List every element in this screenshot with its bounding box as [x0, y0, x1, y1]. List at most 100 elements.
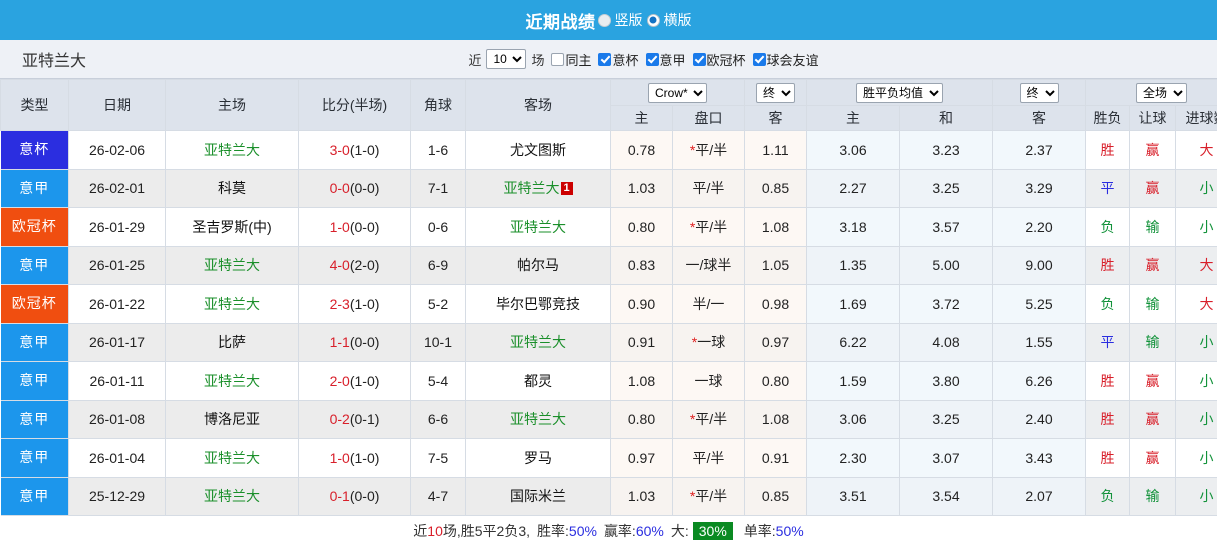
row-score: 0-1(0-0) [299, 477, 411, 516]
radio-horizontal-icon[interactable] [647, 14, 660, 27]
row-odds-line: *平/半 [673, 131, 745, 170]
avg-draw-value: 5.00 [932, 257, 959, 273]
scope-selector-cell[interactable]: 全场 [1086, 80, 1217, 106]
page-title: 近期战绩 [526, 8, 596, 33]
avg-draw-value: 3.07 [932, 450, 959, 466]
row-home-team[interactable]: 亚特兰大 [166, 477, 299, 516]
handicap-line-value: 一球 [695, 373, 723, 389]
result-wl-value: 胜 [1101, 373, 1115, 389]
row-away-team[interactable]: 罗马 [466, 439, 611, 478]
competition-filter-coppa[interactable]: 意杯 [598, 50, 638, 69]
avg-stage-selector-cell[interactable]: 终 [993, 80, 1086, 106]
avg-stage-select[interactable]: 终 [1020, 83, 1059, 103]
competition-badge: 意甲 [1, 247, 69, 285]
scope-select[interactable]: 全场 [1136, 83, 1187, 103]
row-home-team[interactable]: 博洛尼亚 [166, 400, 299, 439]
corner-value: 5-4 [428, 373, 448, 389]
row-result-handicap: 输 [1130, 208, 1176, 247]
checkbox-coppa[interactable] [598, 53, 611, 66]
competition-filter-friendly[interactable]: 球会友谊 [753, 50, 819, 69]
halftime-score: (0-0) [350, 219, 380, 235]
row-result-goals: 小 [1176, 477, 1217, 516]
odds-company-selector-cell[interactable]: Crow* [611, 80, 745, 106]
row-home-team[interactable]: 亚特兰大 [166, 362, 299, 401]
row-home-team[interactable]: 科莫 [166, 169, 299, 208]
row-away-team[interactable]: 亚特兰大 [466, 400, 611, 439]
match-count-select[interactable]: 10203050 [486, 49, 526, 69]
checkbox-seriea[interactable] [646, 53, 659, 66]
row-type-badge-cell[interactable]: 意甲 [1, 169, 69, 208]
view-mode-option-horizontal[interactable]: 横版 [647, 10, 692, 30]
result-goals-value: 小 [1200, 411, 1214, 427]
odds-stage-select[interactable]: 终 [756, 83, 795, 103]
checkbox-friendly[interactable] [753, 53, 766, 66]
row-home-team[interactable]: 圣吉罗斯(中) [166, 208, 299, 247]
col-header-type: 类型 [1, 80, 69, 131]
avg-type-select[interactable]: 胜平负均值 [856, 83, 943, 103]
row-home-team[interactable]: 亚特兰大 [166, 131, 299, 170]
row-away-team[interactable]: 国际米兰 [466, 477, 611, 516]
row-odds-away: 0.85 [745, 477, 807, 516]
row-away-team[interactable]: 帕尔马 [466, 246, 611, 285]
row-type-badge-cell[interactable]: 意甲 [1, 246, 69, 285]
row-avg-away: 2.07 [993, 477, 1086, 516]
col-header-date: 日期 [69, 80, 166, 131]
avg-selector-cell[interactable]: 胜平负均值 [807, 80, 993, 106]
row-type-badge-cell[interactable]: 意甲 [1, 323, 69, 362]
result-handicap-value: 输 [1146, 488, 1160, 504]
row-away-team[interactable]: 亚特兰大 [466, 208, 611, 247]
avg-away-value: 2.40 [1025, 411, 1052, 427]
competition-filter-seriea[interactable]: 意甲 [646, 50, 686, 69]
row-type-badge-cell[interactable]: 意甲 [1, 362, 69, 401]
row-type-badge-cell[interactable]: 欧冠杯 [1, 208, 69, 247]
odds-company-select[interactable]: Crow* [648, 83, 707, 103]
row-type-badge-cell[interactable]: 意甲 [1, 477, 69, 516]
row-result-goals: 大 [1176, 285, 1217, 324]
row-type-badge-cell[interactable]: 欧冠杯 [1, 285, 69, 324]
radio-vertical-icon[interactable] [598, 14, 611, 27]
row-corner: 7-5 [411, 439, 466, 478]
summary-win-rate-label: 胜率: [537, 521, 569, 541]
row-away-team[interactable]: 毕尔巴鄂竞技 [466, 285, 611, 324]
avg-home-value: 3.51 [839, 488, 866, 504]
handicap-line-value: 一球 [697, 334, 725, 350]
row-away-team[interactable]: 尤文图斯 [466, 131, 611, 170]
view-mode-option-vertical[interactable]: 竖版 [598, 10, 643, 30]
row-home-team[interactable]: 亚特兰大 [166, 439, 299, 478]
competition-filter-ucl[interactable]: 欧冠杯 [693, 50, 746, 69]
row-away-team[interactable]: 都灵 [466, 362, 611, 401]
row-home-team[interactable]: 亚特兰大 [166, 285, 299, 324]
row-result-goals: 小 [1176, 208, 1217, 247]
row-type-badge-cell[interactable]: 意甲 [1, 400, 69, 439]
team-label: 亚特兰大 [504, 180, 560, 196]
same-home-checkbox[interactable] [551, 53, 564, 66]
avg-draw-value: 4.08 [932, 334, 959, 350]
view-mode-label-vertical: 竖版 [615, 10, 643, 30]
row-date: 26-01-11 [69, 362, 166, 401]
competition-badge: 意甲 [1, 401, 69, 439]
row-avg-away: 2.40 [993, 400, 1086, 439]
row-date: 26-01-29 [69, 208, 166, 247]
handicap-line-value: 平/半 [695, 411, 727, 427]
odds-stage-selector-cell[interactable]: 终 [745, 80, 807, 106]
row-home-team[interactable]: 比萨 [166, 323, 299, 362]
col-header-away: 客场 [466, 80, 611, 131]
row-home-team[interactable]: 亚特兰大 [166, 246, 299, 285]
row-corner: 4-7 [411, 477, 466, 516]
row-away-team[interactable]: 亚特兰大 [466, 323, 611, 362]
row-type-badge-cell[interactable]: 意甲 [1, 439, 69, 478]
row-type-badge-cell[interactable]: 意杯 [1, 131, 69, 170]
checkbox-ucl[interactable] [693, 53, 706, 66]
same-home-filter[interactable]: 同主 [551, 50, 591, 69]
